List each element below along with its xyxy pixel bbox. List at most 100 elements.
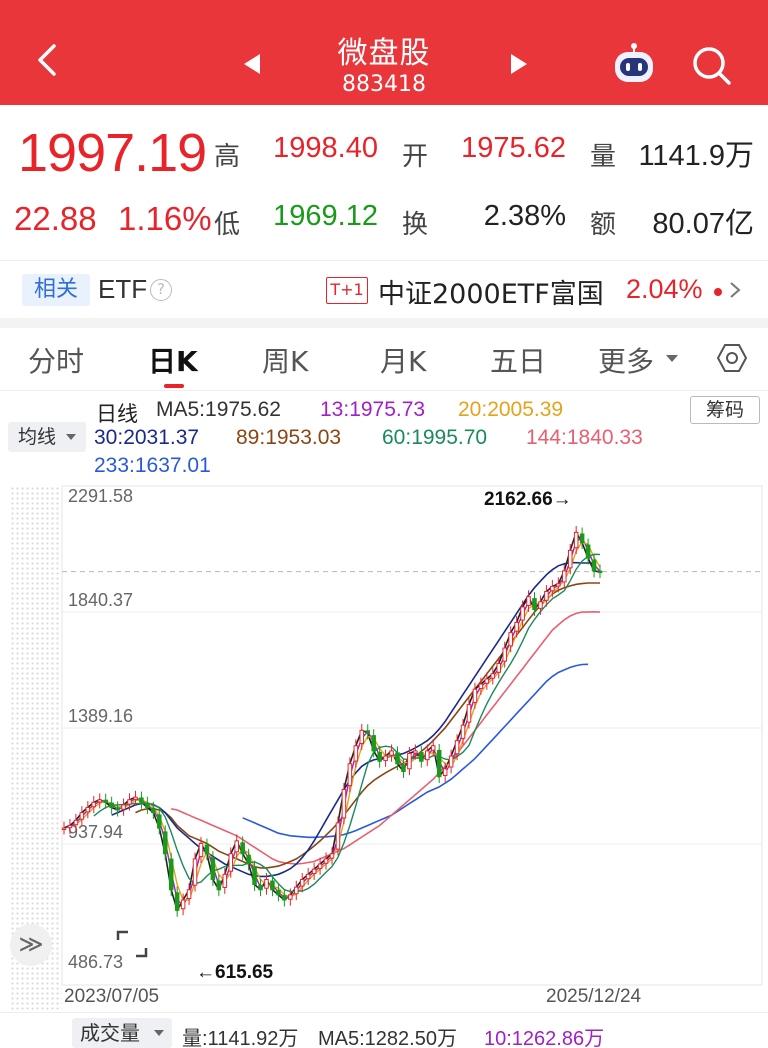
candle-body <box>502 647 507 662</box>
ma13-line <box>69 536 601 907</box>
fast-forward-button[interactable]: ≫ <box>10 924 52 966</box>
candle-body <box>365 730 371 734</box>
search-icon[interactable] <box>688 42 734 88</box>
candle-body <box>282 895 287 901</box>
candle-body <box>317 863 323 869</box>
high-label: 高 <box>214 142 241 172</box>
candle-body <box>597 570 603 574</box>
candle-body <box>442 768 448 776</box>
settings-icon[interactable] <box>716 342 748 374</box>
high-value: 1998.40 <box>273 132 378 164</box>
caret-down-icon <box>666 355 678 362</box>
candle-body <box>252 866 257 886</box>
help-icon[interactable]: ? <box>150 279 172 301</box>
candle-body <box>335 822 341 850</box>
tab-monthly-k[interactable]: 月K <box>380 345 427 378</box>
caret-down-icon <box>66 434 76 440</box>
candle-body <box>103 799 108 803</box>
tab-intraday[interactable]: 分时 <box>28 345 85 378</box>
chevron-right-icon[interactable] <box>728 280 742 300</box>
candle-body <box>222 873 228 888</box>
candle-body <box>353 745 359 762</box>
triangle-left-icon[interactable] <box>238 50 266 78</box>
candlestick-chart[interactable]: 2291.58 1840.37 1389.16 937.94 486.73 2162.66… <box>0 480 768 1010</box>
y-tick-label: 1389.16 <box>68 706 133 726</box>
low-value: 1969.12 <box>273 200 378 232</box>
candle-body <box>573 531 579 549</box>
candle-body <box>234 840 239 853</box>
low-annotation: ←615.65 <box>196 962 274 983</box>
ma144-label: 144:1840.33 <box>526 426 643 449</box>
candle-body <box>61 827 67 831</box>
candle-body <box>91 801 97 808</box>
candle-body <box>454 740 460 755</box>
candle-body <box>556 583 561 587</box>
candle-body <box>395 752 400 765</box>
y-tick-label: 2291.58 <box>68 486 133 506</box>
candle-body <box>561 570 567 583</box>
active-tab-indicator <box>164 384 184 388</box>
candle-body <box>329 853 335 859</box>
candle-body <box>490 673 496 679</box>
ma13-label: 13:1975.73 <box>320 398 426 421</box>
related-etf-row[interactable]: 相关 ETF ? T+1 中证2000ETF富国 2.04% <box>0 262 768 318</box>
volume-select-label: 成交量 <box>80 1021 140 1045</box>
period-label: 日线 <box>96 403 138 426</box>
chips-button[interactable]: 筹码 <box>690 396 760 424</box>
stock-code: 883418 <box>342 72 426 97</box>
etf-change-pct: 2.04% <box>626 274 703 304</box>
expand-icon[interactable] <box>112 926 152 962</box>
divider <box>0 1012 768 1013</box>
tab-weekly-k[interactable]: 周K <box>262 345 309 378</box>
candle-body <box>550 585 555 592</box>
turnover-value: 2.38% <box>483 200 566 232</box>
candle-body <box>216 880 222 891</box>
candle-body <box>514 621 519 632</box>
ma-select-label: 均线 <box>18 426 57 448</box>
divider <box>0 390 768 391</box>
candle-body <box>79 812 85 820</box>
ma30-label: 30:2031.37 <box>94 426 200 449</box>
candle-body <box>520 606 525 621</box>
candle-body <box>311 868 317 875</box>
ma5-label: MA5:1975.62 <box>156 398 281 421</box>
ma89-line <box>135 582 600 869</box>
candle-body <box>162 831 168 855</box>
candle-body <box>299 878 305 887</box>
candle-body <box>121 804 126 810</box>
candle-body <box>264 878 269 889</box>
candle-body <box>323 858 329 864</box>
candle-body <box>466 704 472 723</box>
candle-body <box>419 751 424 762</box>
chevron-left-icon[interactable] <box>30 40 70 80</box>
section-gap <box>0 318 768 328</box>
price-change: 22.88 <box>14 200 97 237</box>
triangle-right-icon[interactable] <box>505 50 533 78</box>
open-label: 开 <box>402 142 429 172</box>
volume-select-button[interactable]: 成交量 <box>72 1018 172 1048</box>
open-value: 1975.62 <box>461 132 566 164</box>
candle-body <box>204 844 210 855</box>
candle-body <box>371 735 376 752</box>
price-change-pct: 1.16% <box>118 200 212 237</box>
header-bar: 微盘股 883418 <box>0 0 768 105</box>
candle-body <box>258 884 263 891</box>
settlement-badge: T+1 <box>326 277 368 304</box>
candle-body <box>73 819 79 826</box>
tab-daily-k[interactable]: 日K <box>148 345 198 378</box>
x-end-label: 2025/12/24 <box>546 986 642 1007</box>
candle-body <box>413 750 418 754</box>
candle-body <box>430 745 436 751</box>
etf-name[interactable]: 中证2000ETF富国 <box>378 279 604 310</box>
low-label: 低 <box>214 210 241 240</box>
y-tick-label: 937.94 <box>68 822 123 842</box>
candle-body <box>198 842 204 858</box>
tab-more[interactable]: 更多 <box>598 345 655 378</box>
candle-body <box>532 598 537 611</box>
robot-icon[interactable] <box>610 42 658 88</box>
ma-select-button[interactable]: 均线 <box>8 422 86 452</box>
candle-body <box>174 892 180 911</box>
tab-five-day[interactable]: 五日 <box>490 345 547 378</box>
etf-label: ETF <box>98 274 148 304</box>
ma233-label: 233:1637.01 <box>94 454 211 477</box>
